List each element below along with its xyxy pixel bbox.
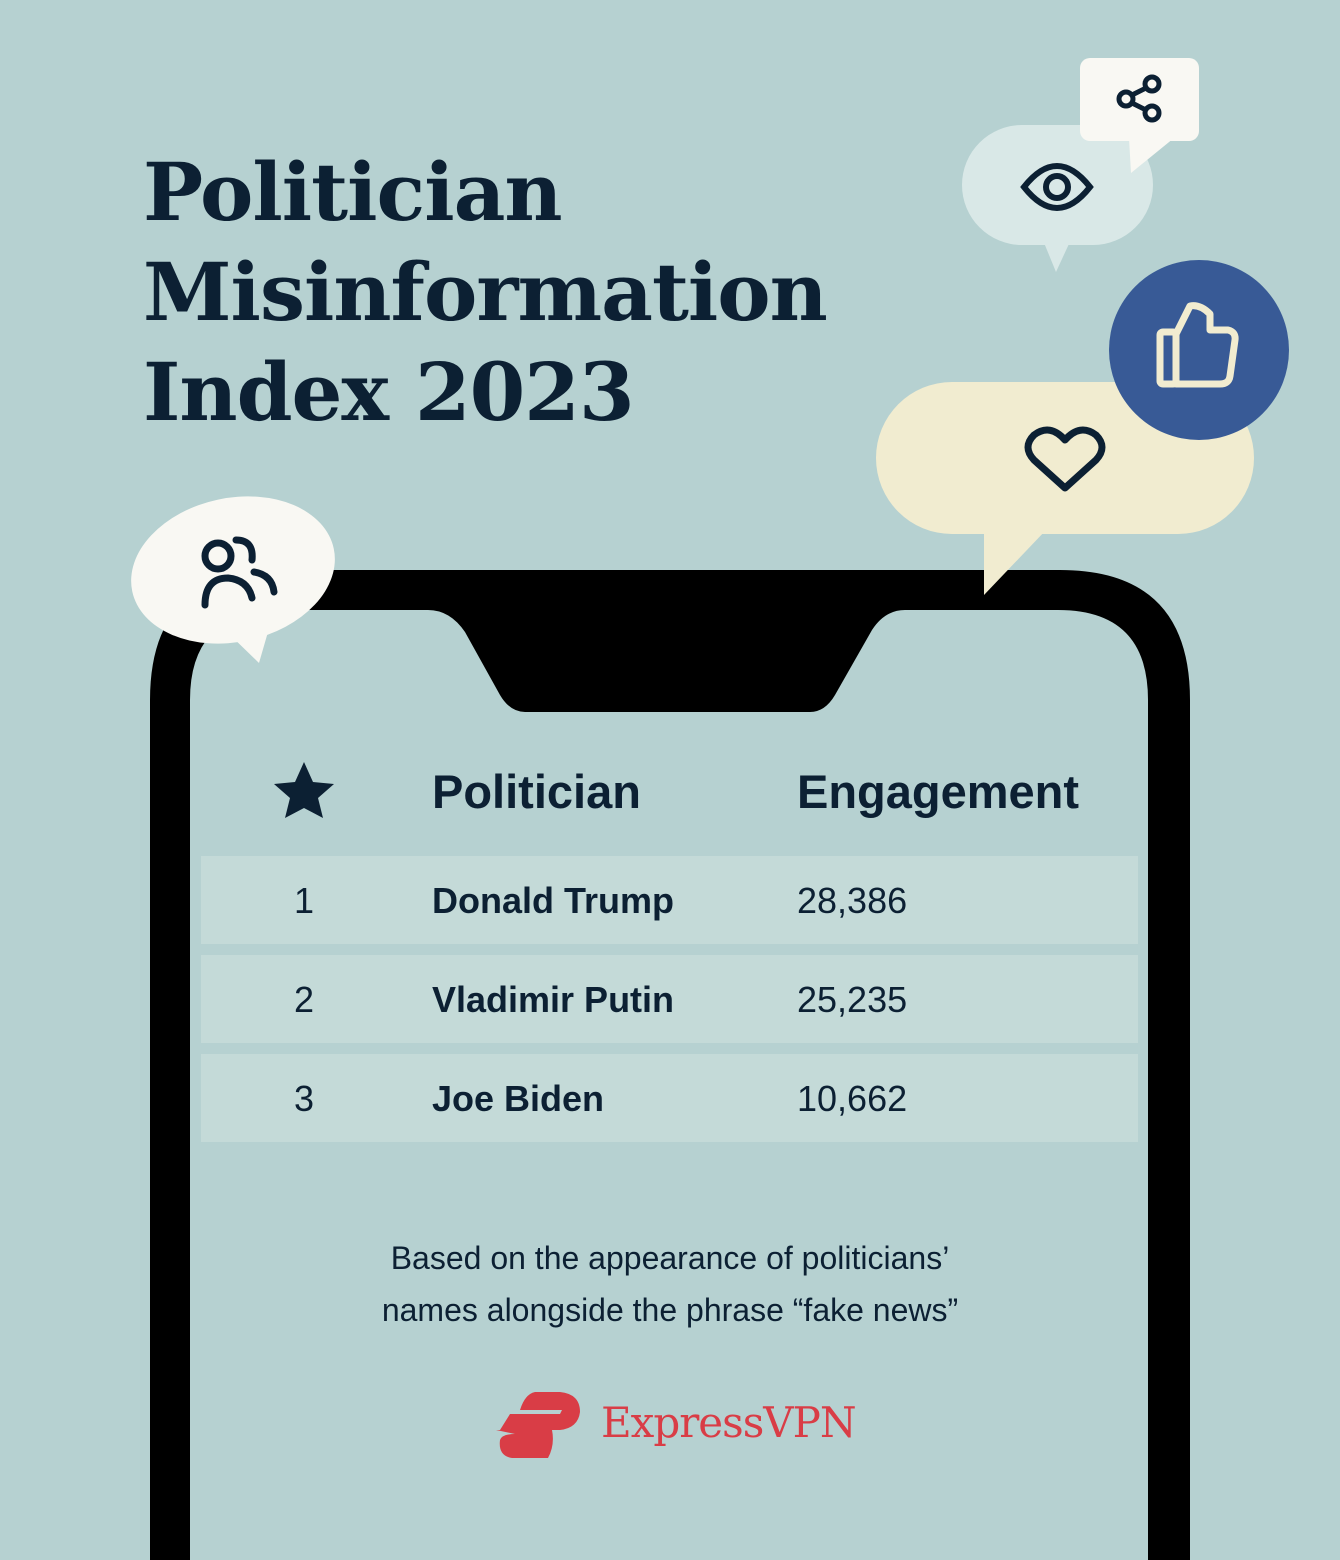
rank: 3 — [293, 1078, 315, 1119]
title-line: Misinformation — [143, 245, 828, 339]
rank: 1 — [293, 880, 315, 921]
thumbs-up-icon — [1156, 302, 1239, 388]
engagement-value: 10,662 — [797, 1078, 908, 1119]
eye-bubble — [962, 125, 1153, 272]
share-icon — [1116, 74, 1162, 123]
politician-name: Joe Biden — [432, 1078, 605, 1119]
note-line: names alongside the phrase “fake news” — [381, 1292, 959, 1328]
title-line: Politician — [143, 145, 563, 239]
table-row: 3 Joe Biden 10,662 — [201, 1054, 1138, 1142]
rank: 2 — [293, 979, 315, 1020]
column-header-engagement: Engagement — [797, 765, 1080, 818]
users-icon — [201, 536, 278, 609]
brand-name: ExpressVPN — [601, 1398, 857, 1447]
page-title: Politician Misinformation Index 2023 — [143, 142, 828, 442]
engagement-value: 28,386 — [797, 880, 908, 921]
eye-icon — [1020, 163, 1094, 211]
methodology-note: Based on the appearance of politicians’ … — [270, 1232, 1070, 1336]
note-line: Based on the appearance of politicians’ — [390, 1240, 950, 1276]
table-row: 2 Vladimir Putin 25,235 — [201, 955, 1138, 1043]
users-bubble — [131, 496, 335, 663]
engagement-value: 25,235 — [797, 979, 908, 1020]
title-line: Index 2023 — [143, 345, 635, 439]
heart-icon — [1024, 426, 1106, 492]
star-icon — [274, 762, 334, 818]
share-bubble — [1080, 58, 1199, 173]
table-row: 1 Donald Trump 28,386 — [201, 856, 1138, 944]
column-header-politician: Politician — [432, 765, 641, 818]
expressvpn-logo-icon — [496, 1392, 580, 1458]
politician-name: Vladimir Putin — [432, 979, 675, 1020]
thumbs-up-bubble — [1109, 260, 1289, 440]
politician-name: Donald Trump — [432, 880, 674, 921]
